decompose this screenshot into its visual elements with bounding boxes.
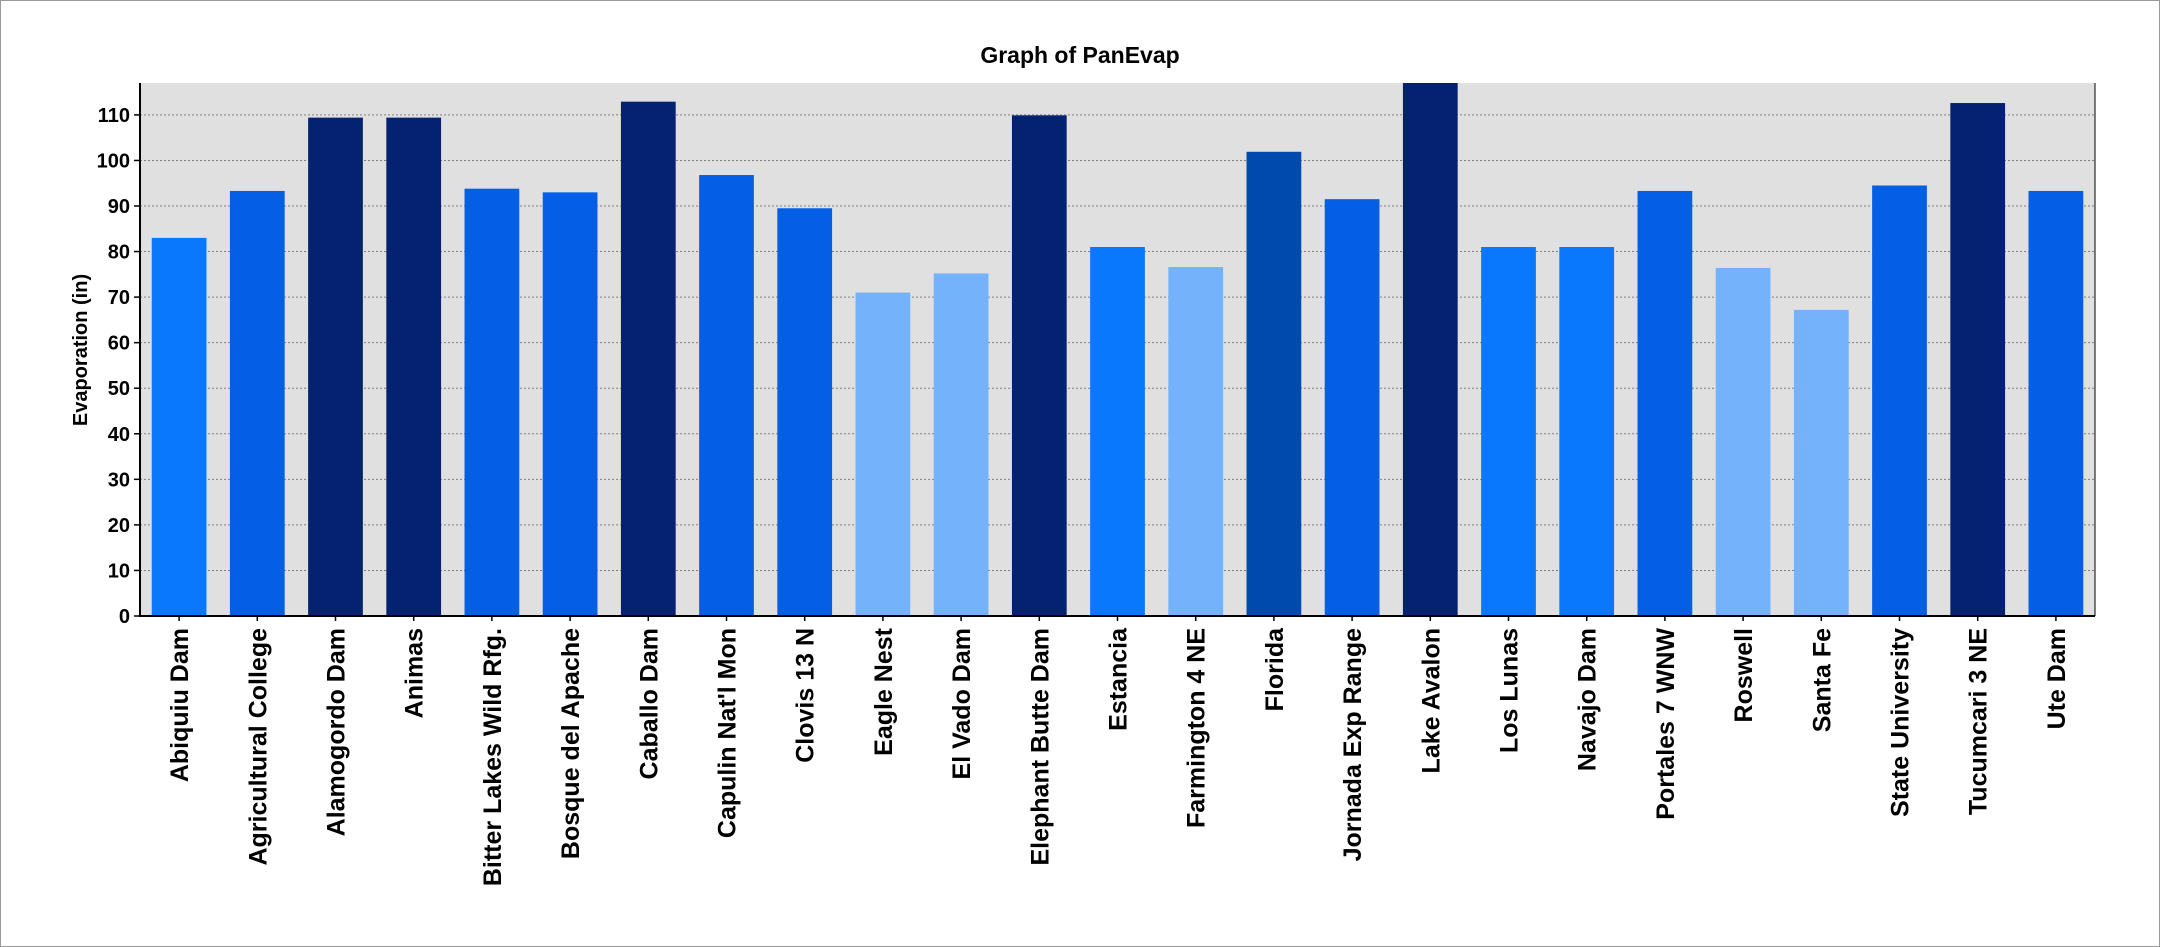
bar [855, 292, 911, 616]
x-tick-label: Lake Avalon [1417, 628, 1445, 773]
x-tick-label: Animas [401, 628, 429, 718]
x-tick-label: Ute Dam [2043, 628, 2071, 729]
bar [620, 101, 676, 616]
bar [933, 273, 989, 616]
bar [229, 190, 285, 616]
bar [1011, 115, 1067, 616]
x-tick-label: State University [1887, 628, 1915, 817]
x-tick-label: Farmington 4 NE [1183, 628, 1211, 828]
bar [1872, 185, 1927, 616]
bar [1168, 267, 1224, 616]
y-tick-label: 0 [119, 606, 130, 628]
bar [2028, 190, 2084, 616]
y-tick-label: 10 [108, 560, 130, 582]
y-tick-label: 70 [108, 287, 130, 309]
bar [777, 208, 833, 616]
bar [1090, 247, 1145, 616]
chart-title: Graph of PanEvap [980, 42, 1179, 68]
x-tick-label: Bosque del Apache [557, 628, 585, 859]
x-tick-label: Eagle Nest [870, 627, 898, 756]
bar [386, 117, 442, 616]
bar [1793, 309, 1849, 616]
y-tick-label: 30 [108, 469, 130, 491]
y-tick-label: 40 [108, 424, 130, 446]
bar [1246, 151, 1302, 617]
y-tick-label: 110 [98, 105, 130, 127]
x-tick-label: Tucumcari 3 NE [1965, 628, 1993, 815]
x-tick-label: Caballo Dam [635, 628, 663, 779]
x-tick-label: Clovis 13 N [792, 628, 820, 763]
bar [1637, 190, 1693, 616]
bar [308, 117, 363, 616]
y-tick-label: 80 [108, 242, 130, 264]
bar [542, 192, 598, 617]
y-tick-label: 20 [108, 515, 130, 537]
x-tick-label: Jornada Exp Range [1339, 628, 1367, 861]
bar [1715, 267, 1771, 616]
x-tick-label: Agricultural College [244, 628, 272, 866]
bar [464, 188, 520, 616]
bar [1324, 199, 1380, 616]
x-tick-label: Elephant Butte Dam [1026, 628, 1054, 866]
plot-area: 0 10 20 30 40 50 60 70 80 90 100 110 Abiquiu Dam Agri… [97, 83, 2096, 886]
x-tick-label: Bitter Lakes Wild Rfg. [479, 628, 507, 886]
x-tick-label: El Vado Dam [948, 628, 976, 779]
x-tick-label: Los Lunas [1496, 628, 1524, 753]
bar [1402, 83, 1458, 616]
y-tick-label: 100 [97, 150, 130, 172]
bar [699, 175, 754, 616]
x-tick-label: Santa Fe [1808, 628, 1836, 732]
bar [1950, 103, 2006, 617]
x-tick-label: Navajo Dam [1574, 628, 1602, 771]
x-tick-label: Capulin Nat'l Mon [714, 628, 742, 838]
x-tick-label: Florida [1261, 627, 1289, 711]
y-tick-label: 50 [108, 378, 130, 400]
x-tick-label: Roswell [1730, 628, 1758, 722]
x-tick-label: Abiquiu Dam [166, 628, 194, 782]
x-tick-label: Estancia [1105, 627, 1133, 731]
bar [1481, 247, 1536, 616]
y-axis-label: Evaporation (in) [70, 274, 92, 426]
x-tick-label: Alamogordo Dam [323, 628, 351, 836]
x-tick-label: Portales 7 WNW [1652, 628, 1680, 820]
y-tick-label: 90 [108, 196, 130, 218]
y-tick-label: 60 [108, 333, 130, 355]
bar [1559, 247, 1615, 616]
bar [151, 237, 207, 616]
